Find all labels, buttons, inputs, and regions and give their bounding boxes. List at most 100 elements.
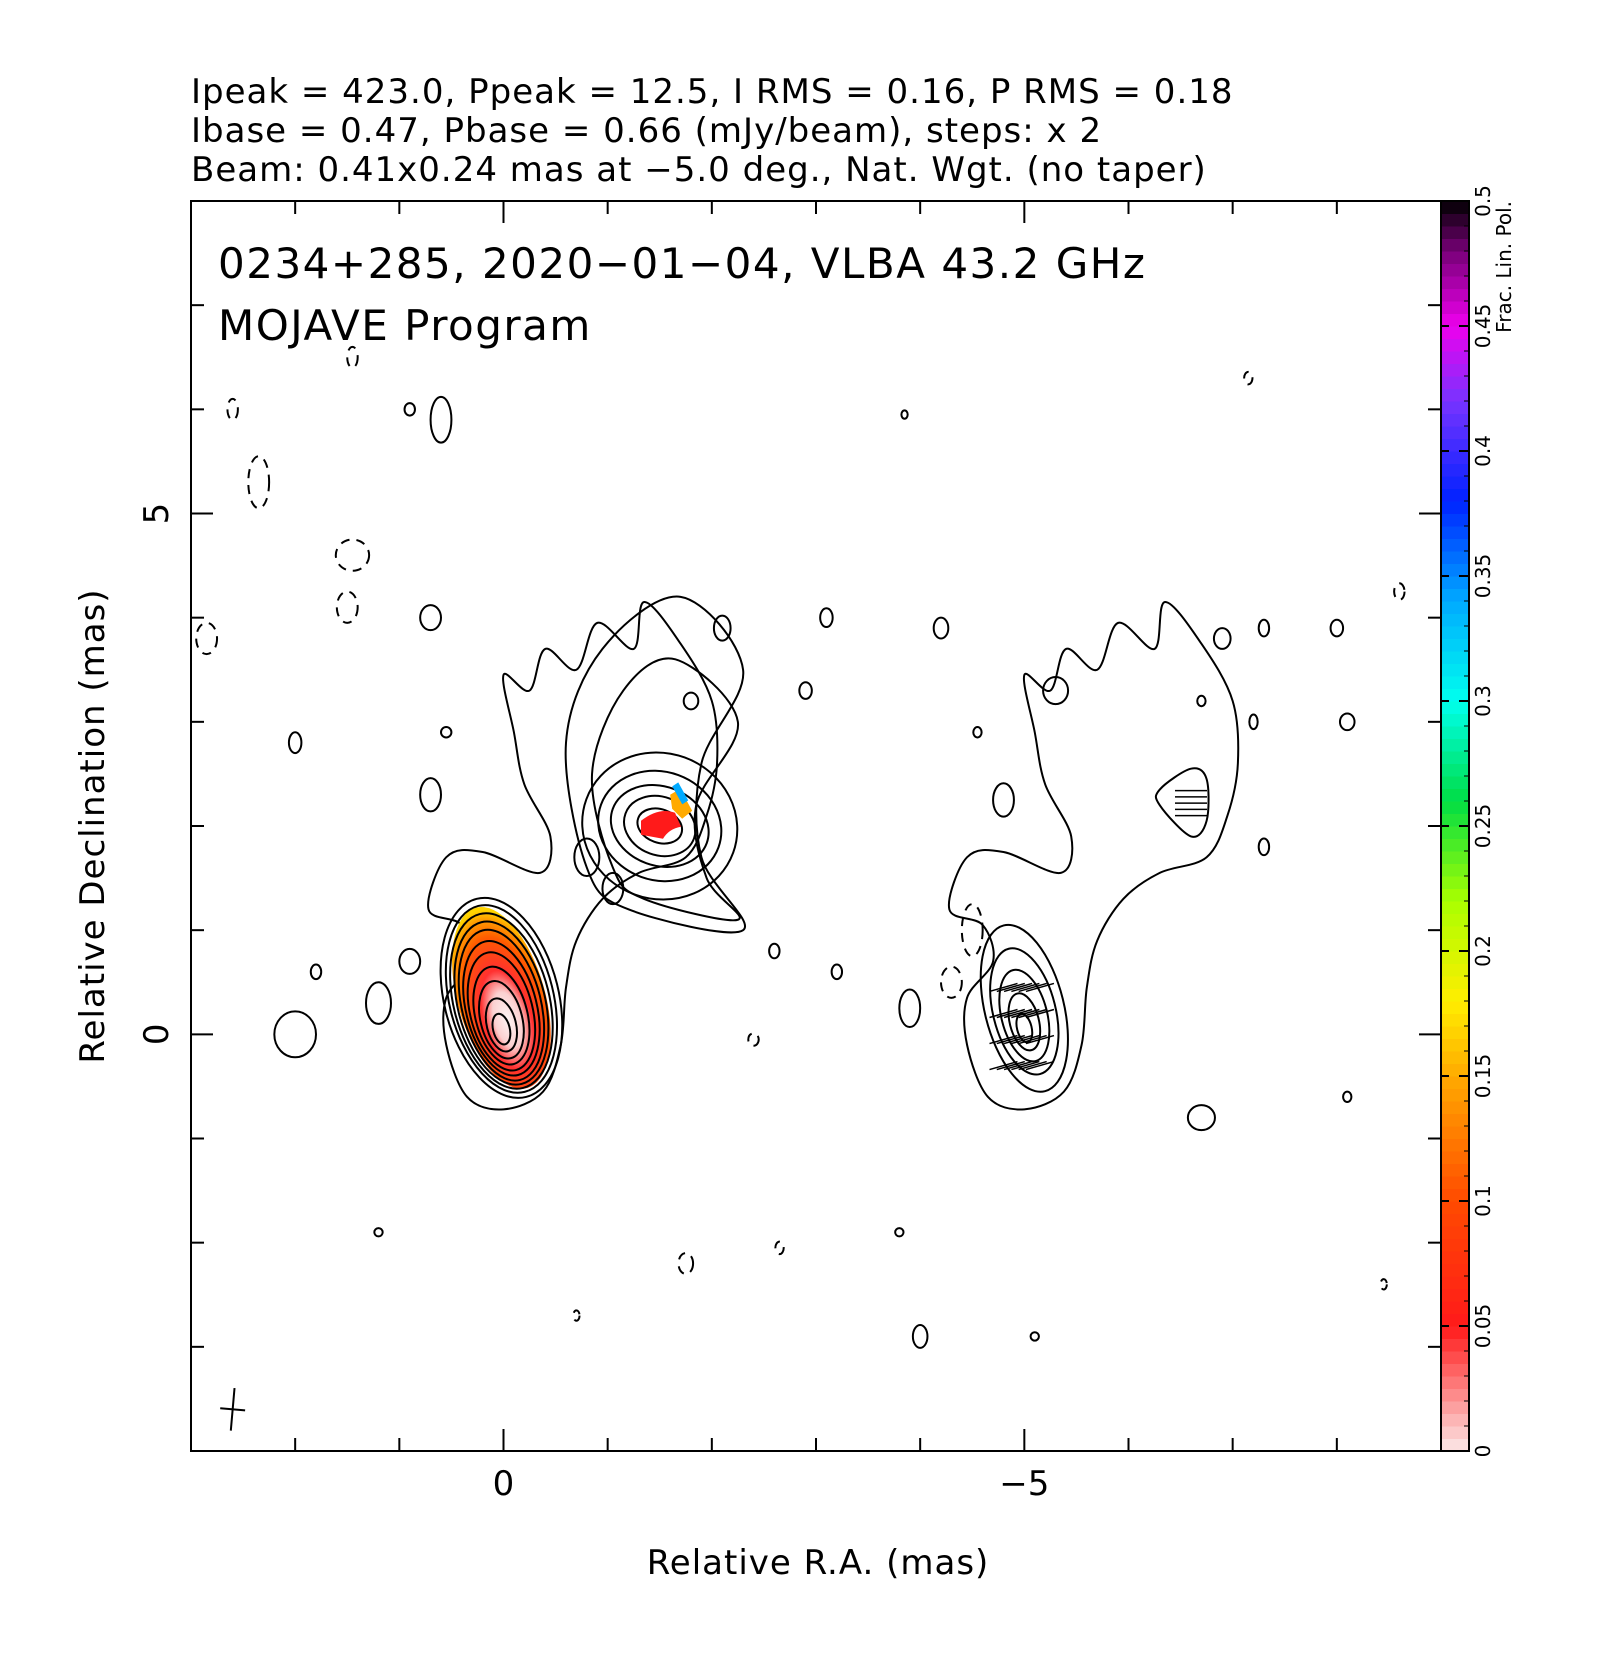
evpa-vector xyxy=(1025,1060,1055,1071)
contour-noise xyxy=(1329,618,1345,638)
colorbar-swatch xyxy=(1441,1126,1469,1139)
evpa-vector xyxy=(1003,1008,1033,1019)
colorbar-swatch xyxy=(1441,551,1469,564)
contour-knot xyxy=(597,769,723,883)
colorbar-swatch xyxy=(1441,1188,1469,1202)
contour-knot xyxy=(609,784,710,868)
contour-noise xyxy=(287,731,303,755)
contour-noise-negative xyxy=(774,1240,785,1256)
colorbar-swatch xyxy=(1441,1226,1469,1239)
colorbar-swatch xyxy=(1441,713,1469,727)
header-line-2: Ibase = 0.47, Pbase = 0.66 (mJy/beam), s… xyxy=(191,111,1102,151)
colorbar-tick-label: 0.4 xyxy=(1471,435,1495,467)
colorbar-swatch xyxy=(1441,1376,1469,1389)
colorbar-tick-label: 0.5 xyxy=(1471,185,1495,217)
evpa-vector xyxy=(1018,1008,1047,1019)
colorbar-swatch xyxy=(1441,1413,1469,1427)
contour-noise-negative xyxy=(747,1032,760,1047)
evpa-vector xyxy=(996,1060,1025,1071)
contour-noise-negative xyxy=(226,397,239,421)
colorbar-tick-label: 0 xyxy=(1471,1445,1495,1458)
colorbar-swatch xyxy=(1441,901,1469,914)
colorbar-swatch xyxy=(1441,1088,1469,1102)
evpa-vector xyxy=(989,1060,1018,1071)
evpa-vector xyxy=(1025,1008,1055,1019)
colorbar-swatch xyxy=(1441,626,1469,639)
contour-core xyxy=(462,940,541,1077)
colorbar-swatch xyxy=(1441,476,1469,489)
colorbar-tick-label: 0.45 xyxy=(1471,304,1495,349)
colorbar-swatch xyxy=(1441,413,1469,427)
contour-noise xyxy=(398,947,422,975)
colorbar-swatch xyxy=(1441,1113,1469,1127)
colorbar-swatch xyxy=(1441,1013,1469,1027)
evpa-vector xyxy=(1025,982,1055,993)
header-line-1: Ipeak = 423.0, Ppeak = 12.5, I RMS = 0.1… xyxy=(191,72,1234,112)
evpa-vector xyxy=(1018,1060,1047,1071)
colorbar-swatch xyxy=(1441,1438,1469,1452)
contour-noise xyxy=(1342,1090,1353,1104)
contour-pol-knot xyxy=(1154,767,1210,838)
evpa-vector xyxy=(989,1008,1018,1019)
colorbar-swatch xyxy=(1441,601,1469,614)
colorbar-swatch xyxy=(1441,351,1469,364)
colorbar-swatch xyxy=(1441,638,1469,652)
colorbar-swatch xyxy=(1441,951,1469,964)
colorbar-swatch xyxy=(1441,1038,1469,1052)
contour-core xyxy=(466,951,537,1072)
colorbar-swatch xyxy=(1441,251,1469,264)
colorbar-swatch xyxy=(1441,913,1469,927)
colorbar-swatch xyxy=(1441,1176,1469,1189)
colorbar-swatch xyxy=(1441,401,1469,414)
contour-noise-negative xyxy=(1379,1278,1388,1291)
colorbar-swatch xyxy=(1441,1138,1469,1152)
contour-core xyxy=(439,896,564,1099)
contour-noise-negative xyxy=(346,345,359,369)
contour-knot xyxy=(636,807,684,845)
colorbar-tick-label: 0.35 xyxy=(1471,554,1495,599)
colorbar-swatch xyxy=(1441,1363,1469,1377)
colorbar-swatch xyxy=(1441,1151,1469,1164)
contour-knot-outer xyxy=(564,595,747,934)
colorbar-swatch xyxy=(1441,1076,1469,1089)
colorbar-swatch xyxy=(1441,963,1469,977)
colorbar-swatch xyxy=(1441,513,1469,527)
colorbar-swatch xyxy=(1441,488,1469,502)
evpa-vector xyxy=(1018,982,1047,993)
colorbar-swatch xyxy=(1441,1388,1469,1402)
contour-noise xyxy=(819,607,834,629)
contour-noise xyxy=(932,616,950,640)
contour-noise xyxy=(1338,712,1356,732)
evpa-vector xyxy=(1011,1008,1040,1019)
colorbar-swatch xyxy=(1441,776,1469,789)
evpa-vector xyxy=(996,1008,1025,1019)
colorbar-swatch xyxy=(1441,463,1469,477)
evpa-vector xyxy=(989,1034,1018,1045)
contour-noise xyxy=(273,1010,317,1059)
colorbar-swatch xyxy=(1441,1338,1469,1352)
contour-noise xyxy=(1248,713,1259,731)
colorbar-swatch xyxy=(1441,1001,1469,1014)
contour-noise xyxy=(1257,837,1271,857)
contour-noise-negative xyxy=(677,1252,695,1275)
colorbar-tick-label: 0.2 xyxy=(1471,935,1495,967)
x-tick-label: −5 xyxy=(999,1464,1049,1504)
colorbar-swatch xyxy=(1441,1238,1469,1252)
colorbar-swatch xyxy=(1441,451,1469,464)
evpa-vector xyxy=(1011,982,1040,993)
colorbar-swatch xyxy=(1441,976,1469,989)
colorbar-swatch xyxy=(1441,1101,1469,1114)
contour-noise xyxy=(1196,694,1207,708)
contour-noise-negative xyxy=(247,455,271,510)
colorbar-swatch xyxy=(1441,1163,1469,1177)
colorbar-swatch xyxy=(1441,276,1469,289)
colorbar-swatch xyxy=(1441,663,1469,677)
colorbar-swatch xyxy=(1441,1276,1469,1289)
beam-marker xyxy=(220,1387,246,1431)
colorbar-tick-label: 0.3 xyxy=(1471,685,1495,717)
panel-subtitle: MOJAVE Program xyxy=(218,301,592,350)
contour-core-right xyxy=(1007,992,1042,1052)
colorbar-swatch xyxy=(1441,588,1469,602)
plot-frame xyxy=(190,200,1442,1452)
